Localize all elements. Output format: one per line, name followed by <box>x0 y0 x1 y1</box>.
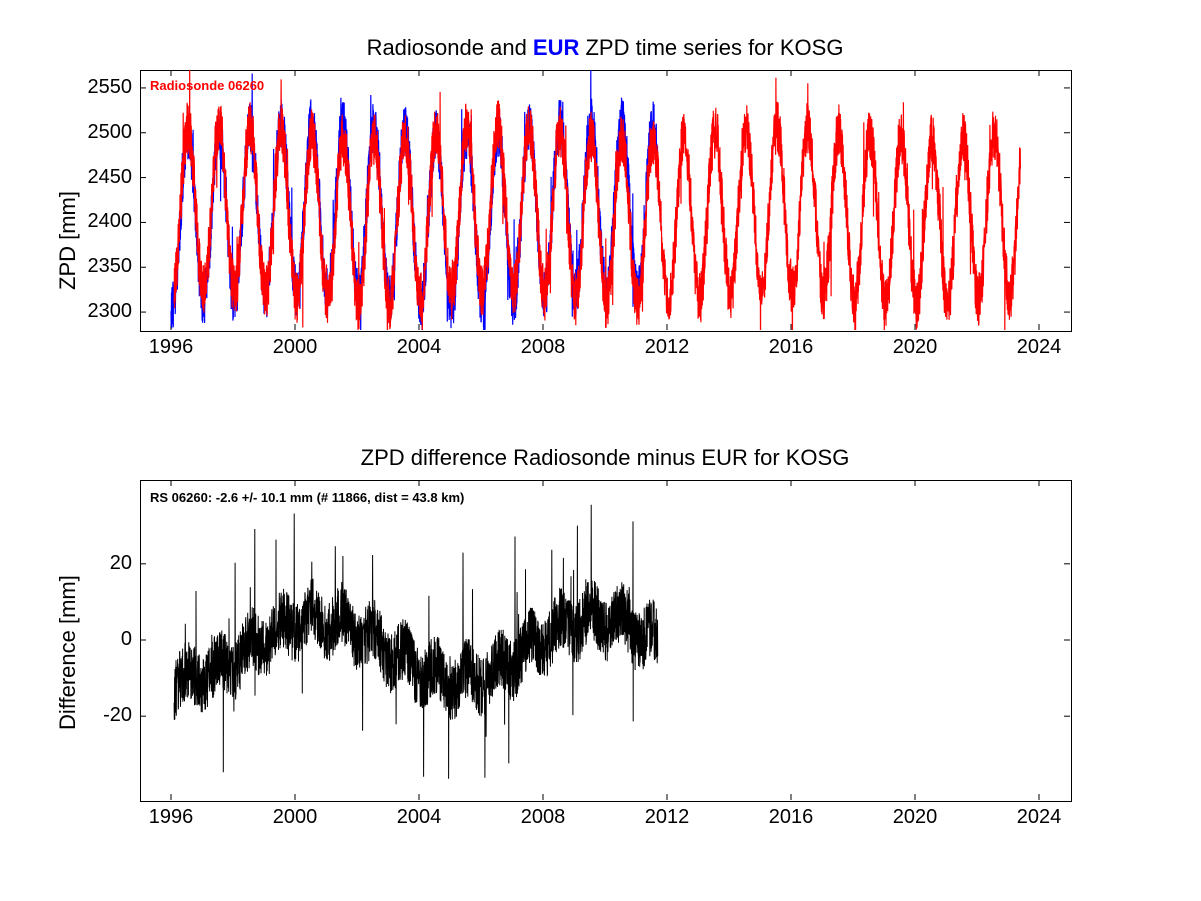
tick-label: 2008 <box>521 806 566 829</box>
bottom-ylabel: Difference [mm] <box>55 575 81 730</box>
top-title-prefix: Radiosonde and <box>367 35 533 60</box>
top-title-suffix: ZPD time series for KOSG <box>579 35 843 60</box>
bottom-title: ZPD difference Radiosonde minus EUR for … <box>140 445 1070 471</box>
tick-label: 1996 <box>149 806 194 829</box>
tick-label: 2000 <box>273 806 318 829</box>
tick-label: 0 <box>121 628 132 651</box>
tick-label: 2020 <box>893 336 938 359</box>
tick-label: 2500 <box>88 121 133 144</box>
tick-label: 20 <box>110 552 132 575</box>
tick-label: 2008 <box>521 336 566 359</box>
tick-label: 2300 <box>88 300 133 323</box>
bottom-annotation: RS 06260: -2.6 +/- 10.1 mm (# 11866, dis… <box>150 490 464 505</box>
tick-label: 2450 <box>88 166 133 189</box>
tick-label: -20 <box>103 704 132 727</box>
tick-label: 2024 <box>1017 336 1062 359</box>
top-title: Radiosonde and EUR ZPD time series for K… <box>140 35 1070 61</box>
tick-label: 2004 <box>397 806 442 829</box>
tick-label: 2020 <box>893 806 938 829</box>
tick-label: 2012 <box>645 806 690 829</box>
bottom-chart-panel <box>140 480 1072 802</box>
tick-label: 2012 <box>645 336 690 359</box>
tick-label: 2016 <box>769 806 814 829</box>
tick-label: 2016 <box>769 336 814 359</box>
tick-label: 1996 <box>149 336 194 359</box>
top-title-highlight: EUR <box>533 35 579 60</box>
tick-label: 2400 <box>88 210 133 233</box>
tick-label: 2350 <box>88 255 133 278</box>
top-annotation: Radiosonde 06260 <box>150 78 264 93</box>
tick-label: 2550 <box>88 76 133 99</box>
top-ylabel: ZPD [mm] <box>55 191 81 290</box>
tick-label: 2000 <box>273 336 318 359</box>
tick-label: 2024 <box>1017 806 1062 829</box>
tick-label: 2004 <box>397 336 442 359</box>
figure: Radiosonde and EUR ZPD time series for K… <box>0 0 1201 901</box>
top-chart-panel <box>140 70 1072 332</box>
